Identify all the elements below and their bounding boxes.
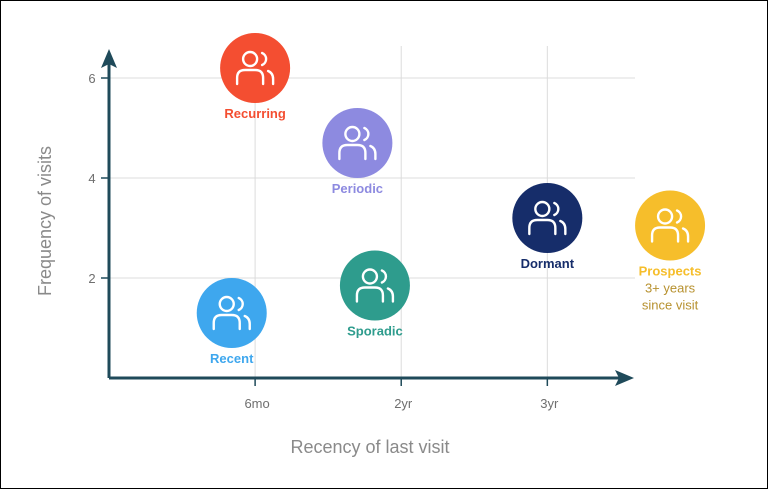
- segment-point-dormant: Dormant: [512, 183, 583, 271]
- x-tick-label: 6mo: [244, 396, 269, 411]
- users-icon-body-back: [243, 314, 251, 331]
- users-icon-body: [355, 286, 385, 303]
- y-tick-label: 4: [88, 171, 95, 186]
- users-icon-body: [212, 313, 241, 331]
- segment-circle: [220, 33, 291, 103]
- segment-points: Recurring Periodic Dormant Prospects 3+ year…: [196, 33, 706, 366]
- users-icon-head-back: [380, 269, 388, 284]
- segment-point-periodic: Periodic: [322, 108, 393, 196]
- x-tick-label: 2yr: [394, 396, 413, 411]
- users-icon-head-back: [675, 209, 683, 224]
- users-icon-head: [656, 208, 674, 225]
- segment-label-recent: Recent: [210, 351, 254, 366]
- segment-label-recurring: Recurring: [224, 106, 285, 121]
- users-icon-body: [528, 218, 557, 236]
- y-axis-title: Frequency of visits: [35, 146, 55, 296]
- tick-labels: 6mo 2yr 3yr 2 4 6: [88, 71, 559, 411]
- segment-circle: [196, 278, 267, 348]
- users-icon: [528, 200, 567, 236]
- users-icon-head: [534, 200, 551, 218]
- users-icon-body-back: [369, 144, 377, 161]
- segment-label-sporadic: Sporadic: [347, 324, 403, 339]
- y-axis-arrowhead: [101, 49, 117, 68]
- x-tick-label: 3yr: [540, 396, 559, 411]
- users-icon-head: [241, 50, 259, 68]
- users-icon-head-back: [363, 126, 370, 142]
- users-icon: [338, 125, 377, 161]
- segment-point-recent: Recent: [196, 278, 267, 366]
- segment-circle: [322, 108, 393, 178]
- segment-circle: [635, 190, 706, 261]
- users-icon-head-back: [237, 296, 244, 312]
- axes: [101, 49, 634, 386]
- segment-circle: [512, 183, 583, 253]
- segment-point-sporadic: Sporadic: [339, 250, 410, 339]
- users-icon: [650, 208, 690, 243]
- users-icon: [212, 295, 251, 331]
- segment-label-dormant: Dormant: [521, 256, 575, 271]
- y-tick-label: 2: [88, 271, 95, 286]
- segment-sublabel: since visit: [642, 298, 699, 313]
- segment-label-prospects: Prospects: [639, 264, 702, 279]
- y-tick-label: 6: [88, 71, 95, 86]
- users-icon-body: [650, 226, 680, 243]
- users-icon-body-back: [386, 287, 395, 303]
- users-icon-head-back: [553, 201, 560, 217]
- users-icon-head-back: [260, 51, 268, 67]
- users-icon: [235, 50, 275, 86]
- users-icon-body-back: [559, 219, 567, 236]
- users-icon-body-back: [681, 227, 690, 243]
- segment-point-recurring: Recurring: [220, 33, 291, 121]
- x-axis-arrowhead: [615, 370, 634, 386]
- users-icon-head: [361, 268, 379, 285]
- users-icon-body: [338, 143, 367, 161]
- x-axis-title: Recency of last visit: [290, 437, 449, 457]
- segment-circle: [339, 250, 410, 321]
- users-icon-head: [344, 125, 361, 143]
- segment-label-periodic: Periodic: [332, 181, 383, 196]
- users-icon: [355, 268, 395, 303]
- users-icon-body: [235, 68, 265, 86]
- users-icon-body-back: [266, 69, 275, 86]
- segment-point-prospects: Prospects 3+ years since visit: [635, 190, 706, 313]
- users-icon-head: [218, 295, 235, 313]
- segment-sublabel: 3+ years: [645, 281, 696, 296]
